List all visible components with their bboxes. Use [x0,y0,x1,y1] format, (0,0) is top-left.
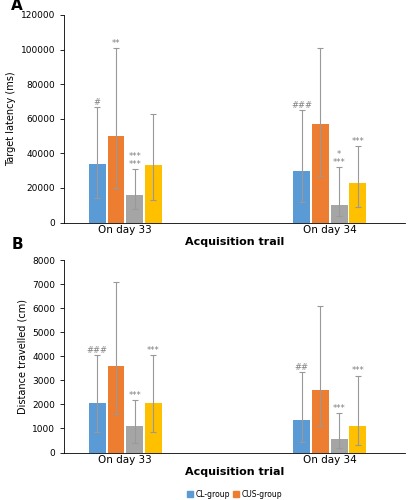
Text: **: ** [112,39,120,48]
Bar [293,170,310,222]
Text: #: # [94,98,101,106]
Bar [126,426,143,452]
Text: ***
***: *** *** [128,152,141,169]
Y-axis label: Target latency (ms): Target latency (ms) [6,72,17,166]
Bar [349,182,366,222]
Bar [331,205,348,222]
Bar [89,164,106,222]
X-axis label: Acquisition trail: Acquisition trail [185,236,284,246]
Bar [126,195,143,222]
Text: ***: *** [147,346,160,355]
Y-axis label: Distance travelled (cm): Distance travelled (cm) [18,298,28,414]
Bar [107,136,124,222]
Bar [331,440,348,452]
Text: ***: *** [351,138,364,146]
Text: *
***: * *** [333,150,346,167]
Bar [107,366,124,452]
Text: ***: *** [333,404,346,413]
Bar [145,403,162,452]
Bar [312,390,329,452]
Bar [312,124,329,222]
Text: ###: ### [87,346,108,355]
Text: ***: *** [351,366,364,376]
Text: ##: ## [294,363,309,372]
Text: A: A [11,0,23,13]
Legend: CL-group, CUS-group, AshwaSR-group, ESC-group: CL-group, CUS-group, AshwaSR-group, ESC-… [126,272,343,281]
Bar [145,166,162,222]
Bar [293,420,310,452]
X-axis label: Acquisition trial: Acquisition trial [185,466,284,476]
Text: ***: *** [128,390,141,400]
Text: ###: ### [291,101,312,110]
Legend: CL-group, CUS-group: CL-group, CUS-group [187,490,282,498]
Bar [349,426,366,452]
Text: B: B [11,238,23,252]
Bar [89,403,106,452]
